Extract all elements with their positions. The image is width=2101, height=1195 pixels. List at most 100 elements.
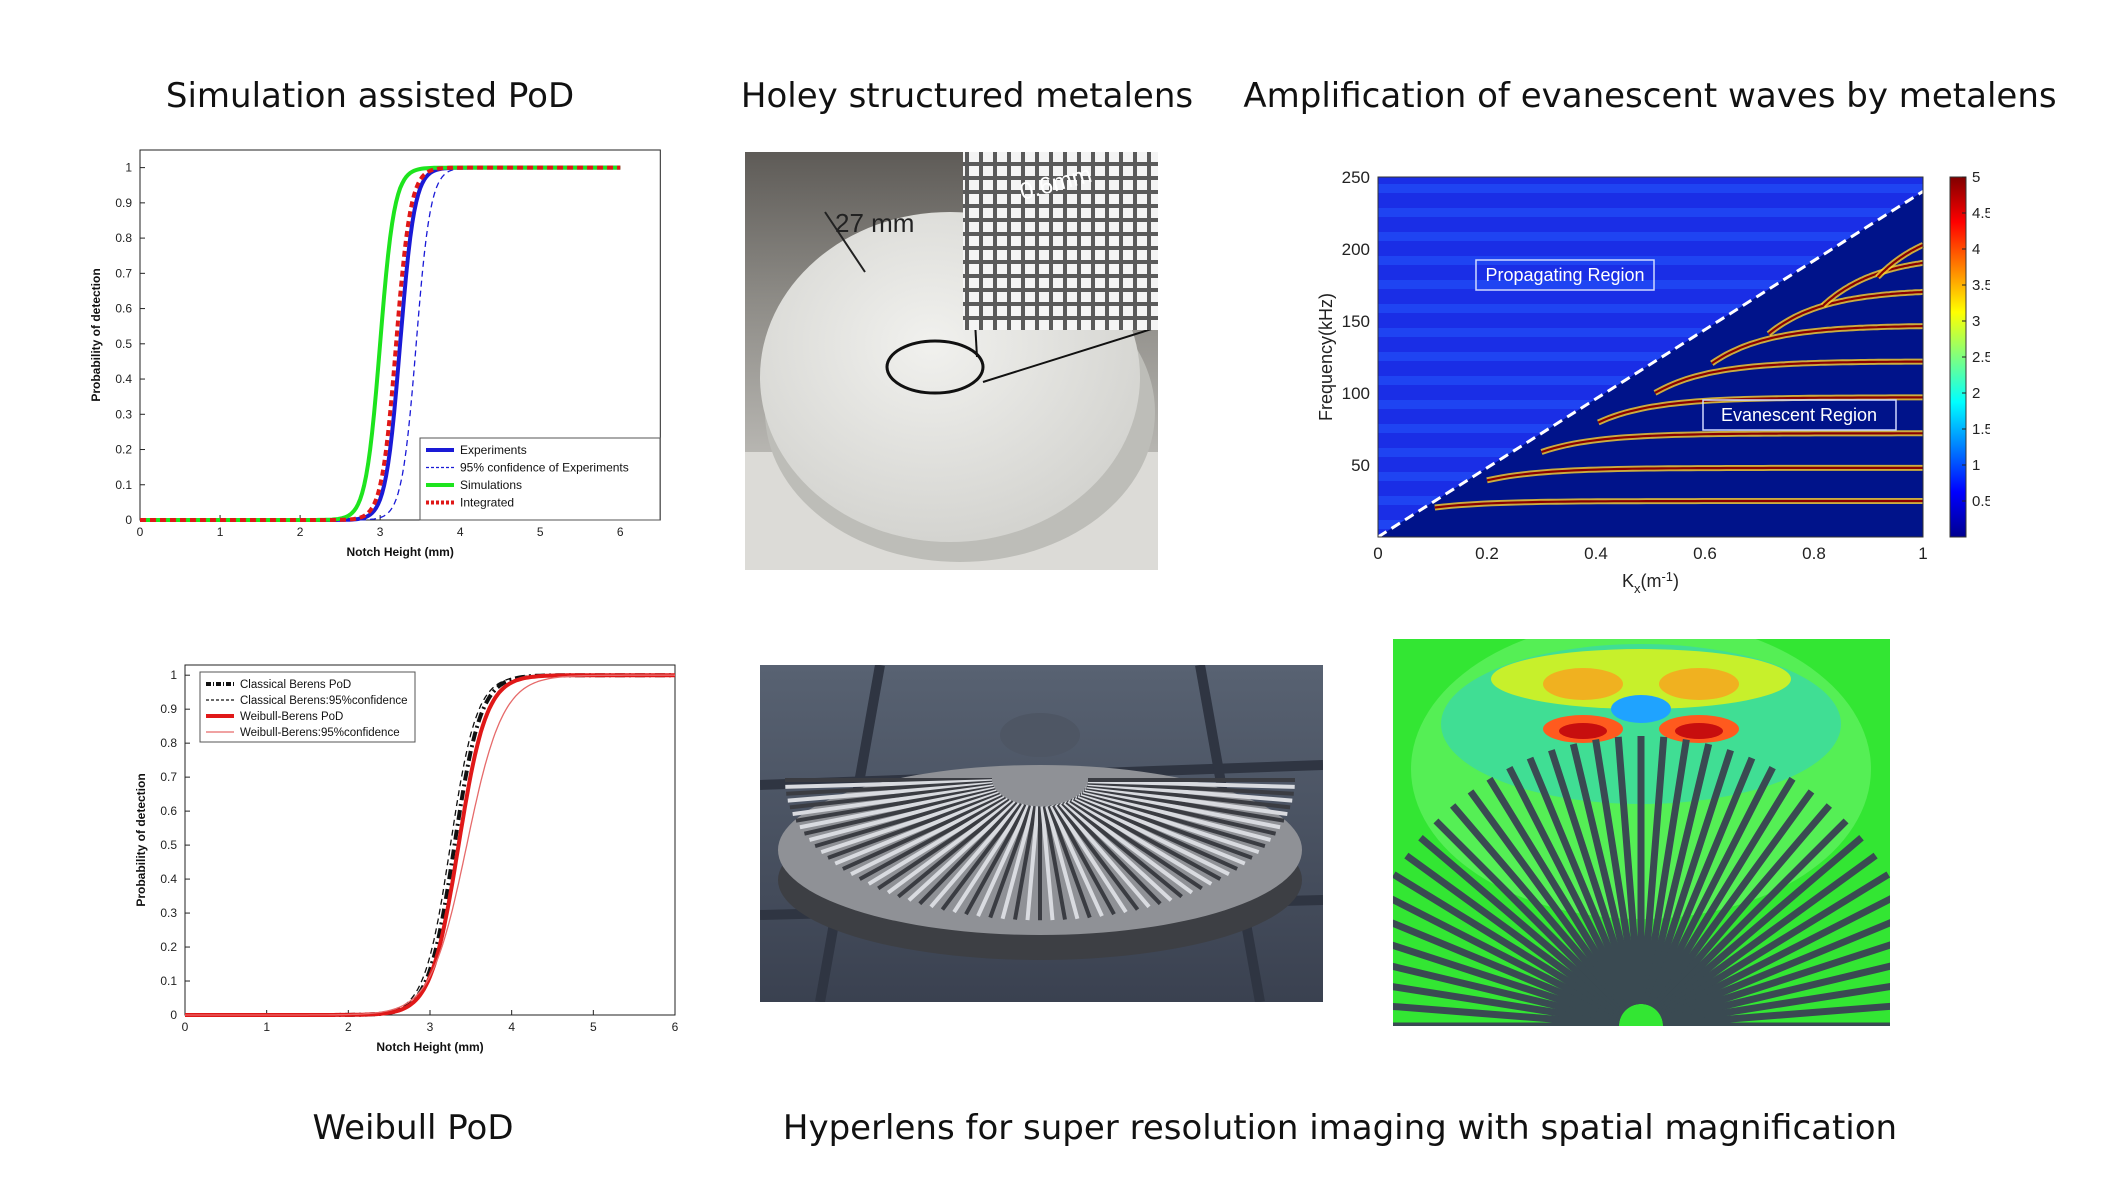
colorbar-tick-label: 1 [1972,457,1980,474]
field-fin [1652,803,1833,1012]
y-tick-label: 0.8 [115,231,132,245]
y-tick-label: 0 [125,513,132,527]
y-axis-label: Probability of detection [89,268,103,401]
propagating-label: Propagating Region [1485,265,1644,285]
y-tick-label: 0.8 [160,736,177,750]
hyperlens-fin [1087,781,1293,803]
hyperlens-fin [1065,800,1183,899]
band-line-8 [1876,243,1924,278]
hyperlens-fin [834,793,1003,866]
hyperlens-fin [1079,792,1253,860]
field-fin [1639,736,1668,1005]
x-tick-label: 3 [427,1020,434,1034]
hyperlens-fin [792,784,994,817]
caption-hyperlens: Hyperlens for super resolution imaging w… [782,1108,1898,1148]
hyperlens-fin [1054,803,1128,914]
field-fin [1506,766,1635,1008]
colorbar-tick-label: 2.5 [1972,349,1990,366]
hyperlens-fin [1059,802,1151,909]
heatmap-frame [1377,176,1924,538]
field-fin [1651,789,1815,1011]
colorbar-tick-label: 0.5 [1972,493,1990,510]
holey-metalens-photo: 27 mm 0.6mm [745,152,1158,570]
hyperlens-fin [1067,799,1194,895]
diameter-label: 27 mm [835,208,914,238]
heat-y-tick: 50 [1351,456,1370,475]
y-tick-label: 0.4 [160,872,177,886]
hyperlens-fin [1087,779,1295,789]
y-axis-label: Probability of detection [134,773,148,906]
hyperlens-fin [918,801,1019,906]
heat-x-tick: 0.4 [1584,544,1608,563]
x-tick-label: 6 [672,1020,679,1034]
weibull-pod-chart: 0 0.1 0.2 0.3 0.4 0.5 0.6 0.7 0.8 0.9 1 0 1 2 3 4 5 6 Notc… [134,664,679,1054]
x-tick-label: 2 [297,525,304,539]
field-fin [1393,983,1620,1026]
hyperlens-fin [795,785,995,823]
x-tick-label: 0 [137,525,144,539]
hyperlens-fin [1061,801,1162,906]
hyperlens-fin [1063,801,1173,902]
hyperlens-fin [1077,793,1246,866]
x-tick-label: 4 [508,1020,515,1034]
caption-amplification: Amplification of evanescent waves by met… [1243,76,2057,116]
y-tick-label: 0.9 [115,196,132,210]
y-tick-label: 0.7 [160,770,177,784]
heat-y-label: Frequency(kHz) [1316,293,1336,421]
heat-x-tick: 0.6 [1693,544,1717,563]
hyperlens-fin [929,802,1021,909]
hyperlens-fin [1081,790,1266,849]
field-fin [1393,895,1623,1020]
y-tick-label: 0.3 [115,407,132,421]
hyperlens-photo [760,665,1323,1002]
x-tick-label: 5 [537,525,544,539]
field-fin [1393,871,1625,1018]
hyperlens-fin [1080,791,1260,855]
simulation-pod-chart: 0 0.1 0.2 0.3 0.4 0.5 0.6 0.7 0.8 0.9 1 0 1 2 3 4 5 6 Notc… [89,149,661,559]
hyperlens-fin [1052,804,1116,916]
y-tick-label: 0.4 [115,372,132,386]
x-tick-label: 0 [182,1020,189,1034]
field-fin [1640,739,1690,1005]
y-tick-label: 0 [170,1008,177,1022]
heat-y-tick: 250 [1342,168,1370,187]
hyperlens-fin [897,800,1015,899]
hyperlens-fin [786,780,993,796]
hyperlens-fin [1071,797,1213,886]
y-tick-label: 0.5 [160,838,177,852]
heat-y-tick: 150 [1342,312,1370,331]
hyperlens-fin [827,792,1001,860]
hyperlens-fin [1069,798,1203,891]
heat-x-tick: 1 [1918,544,1927,563]
legend-label-1: 95% confidence of Experiments [460,461,629,475]
x-axis-label: Notch Height (mm) [346,545,453,559]
field-fin [1418,834,1627,1015]
hyperlens-fin [1042,805,1067,920]
field-fin [1660,941,1890,1023]
field-fin [1404,852,1626,1016]
hyperlens-fin [1086,784,1288,817]
field-fin [1393,1002,1620,1026]
hyperlens-fin [952,803,1026,914]
hyperlens-fin [858,796,1008,881]
field-fin [1548,749,1638,1007]
hyperlens-fin [1072,796,1222,881]
caption-weibull-pod: Weibull PoD [312,1108,514,1148]
hyperlens-fin [867,797,1009,886]
field-fin [1592,739,1642,1005]
dispersion-heatmap: 50 100 150 200 250 0 0.2 0.4 0.6 0.8 1 Frequency(kH… [1316,168,1990,596]
band-line-4 [1654,360,1923,394]
x-tick-label: 1 [217,525,224,539]
band-line-0 [1434,499,1923,509]
hyperlens-fin [1000,805,1035,920]
heat-x-label: Kx(m-1) [1622,569,1679,596]
x-tick-label: 2 [345,1020,352,1034]
caption-simulation-pod: Simulation assisted PoD [165,76,575,116]
field-fin [1662,983,1890,1026]
x-tick-label: 3 [377,525,384,539]
caption-holey-metalens: Holey structured metalens [740,76,1194,116]
y-tick-label: 0.5 [115,337,132,351]
y-tick-label: 1 [125,161,132,175]
field-fin [1661,962,1890,1025]
evanescent-label: Evanescent Region [1721,405,1877,425]
